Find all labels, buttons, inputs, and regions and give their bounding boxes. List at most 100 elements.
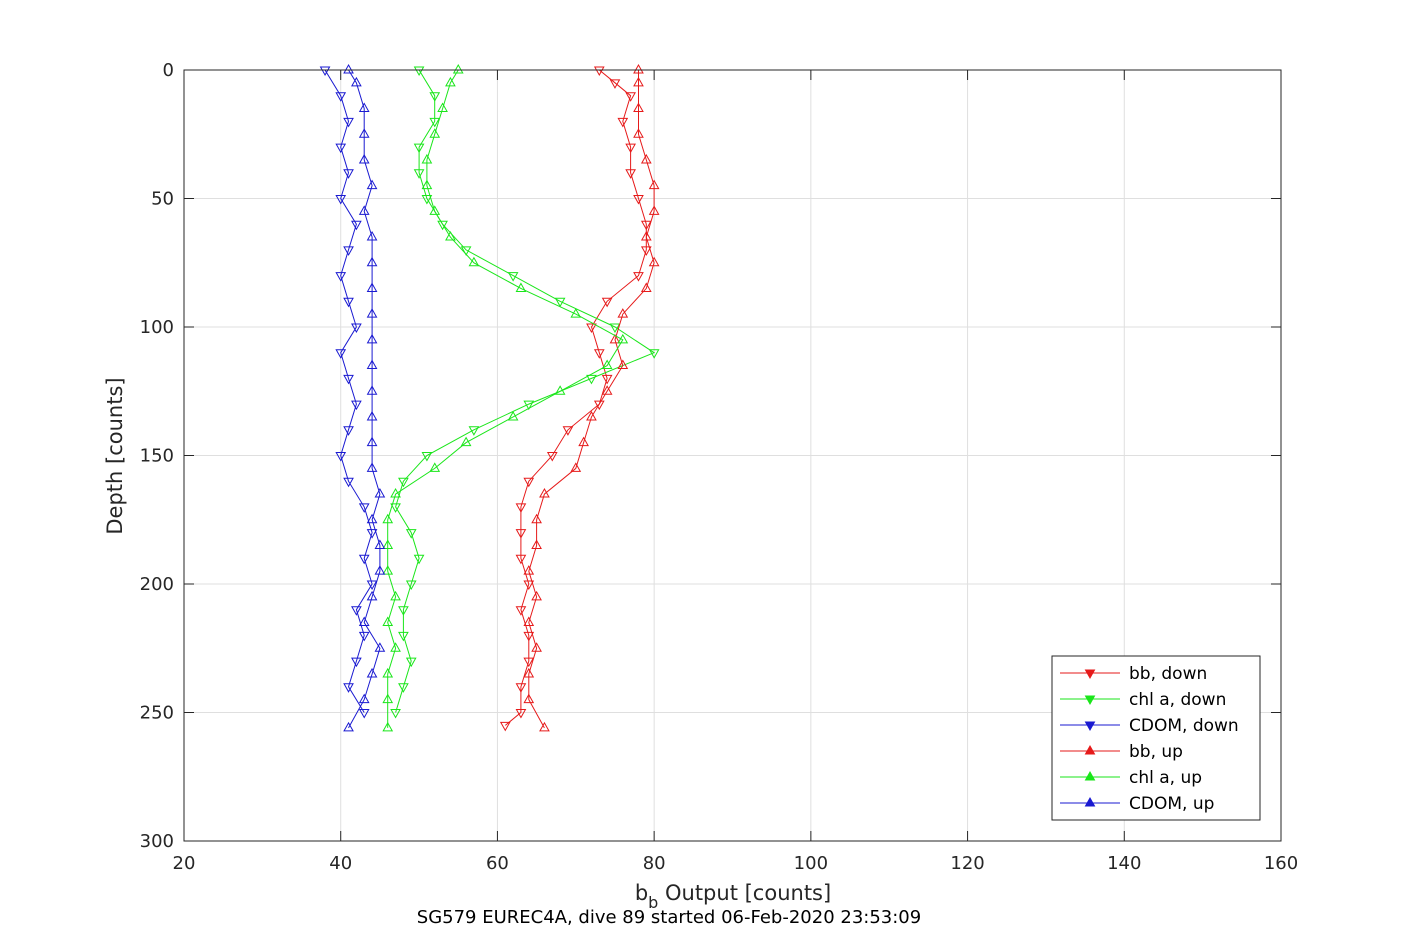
data-point [523,631,535,642]
data-point [366,590,378,601]
data-point [374,642,386,652]
legend-marker [1084,770,1096,781]
data-point [421,153,433,164]
legend-label: bb, down [1129,664,1207,684]
data-point [523,580,535,591]
data-point [601,385,613,395]
data-point [343,297,354,308]
data-point [398,631,409,642]
caption: SG579 EUREC4A, dive 89 started 06-Feb-20… [417,907,921,928]
data-point [617,308,629,318]
series-2 [319,66,378,719]
data-point [648,256,660,267]
ticks: 20 40 60 80 100 120 140 160 0 50 100 150 200 250 300 [140,60,1299,874]
data-point [358,554,370,565]
data-point [366,308,378,318]
data-point [515,529,527,539]
legend-entry: chl a, up [1060,768,1202,788]
data-point [601,359,613,370]
data-point [648,349,660,359]
data-point [617,117,629,128]
data-point [413,66,425,77]
data-point [343,374,354,385]
data-point [413,554,425,565]
series-line [348,69,381,729]
data-point [515,503,527,513]
y-tick-label: 0 [163,60,174,81]
data-point [351,657,362,668]
series-line [324,69,373,713]
y-tick-label: 100 [140,317,174,338]
legend-marker [1084,744,1096,755]
data-point [374,539,386,549]
legend-entry: chl a, down [1060,690,1226,710]
data-point [531,513,542,524]
x-tick-label: 20 [173,853,196,874]
data-point [531,539,542,549]
data-point [507,272,519,282]
legend-entry: CDOM, down [1060,716,1239,736]
data-point [468,256,480,267]
data-point [445,231,456,241]
x-tick-label: 100 [794,853,828,874]
data-point [640,153,652,164]
y-tick-label: 50 [151,189,174,210]
data-point [523,400,535,411]
data-point [437,220,448,231]
data-point [382,539,394,549]
data-point [640,246,652,256]
data-point [523,565,535,575]
data-point [539,488,550,498]
data-point [343,169,354,179]
data-point [366,436,378,447]
legend-label: CDOM, down [1129,716,1239,736]
data-point [429,128,441,138]
data-point [601,297,613,308]
data-point [343,246,354,256]
data-point [523,667,535,678]
x-axis-label-subscript: b [648,893,658,912]
legend-entry: bb, down [1060,664,1207,684]
series-line [387,69,624,728]
data-point [531,642,542,652]
data-point [421,195,433,205]
data-point [515,554,527,565]
data-point [625,169,636,179]
data-point [343,683,354,693]
legend-entry: CDOM, up [1060,794,1214,814]
legend-marker [1084,796,1096,807]
legend-marker [1084,695,1096,706]
data-point [343,426,354,436]
data-point [648,205,660,215]
x-tick-label: 40 [329,853,352,874]
data-point [405,529,417,539]
data-point [343,63,354,74]
data-point [390,503,401,513]
data-point [609,323,621,334]
data-point [429,117,441,128]
legend-label: bb, up [1129,742,1183,762]
data-point [429,205,441,215]
data-point [515,606,527,616]
data-point [515,709,527,719]
data-point [570,308,582,318]
data-point [405,657,417,668]
data-point [570,462,582,472]
data-point [640,282,652,292]
data-point [633,128,644,138]
data-point [382,667,394,678]
data-point [390,709,401,719]
series-layer [319,63,660,732]
data-point [358,693,370,704]
legend-label: chl a, up [1129,768,1202,788]
data-point [593,349,605,359]
data-point [429,92,441,102]
y-tick-label: 300 [140,831,174,852]
data-point [382,616,394,627]
data-point [382,721,394,732]
data-point [468,426,480,436]
data-point [335,349,347,359]
data-point [366,256,378,267]
data-point [633,195,644,205]
data-point [335,143,347,154]
